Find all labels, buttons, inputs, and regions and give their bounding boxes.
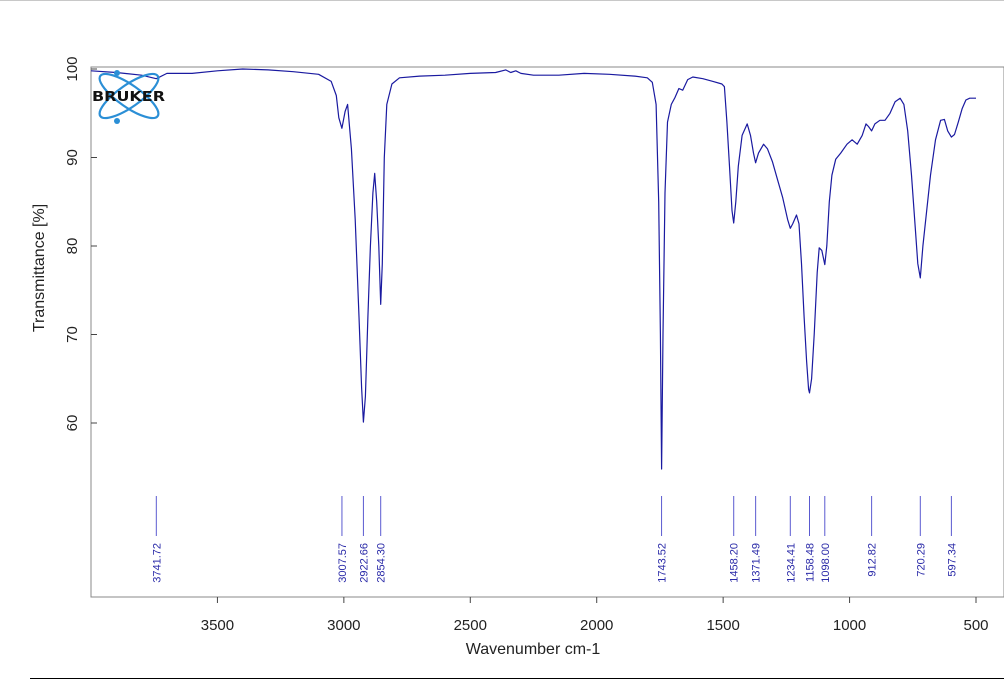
- peak-label: 1234.41: [785, 543, 797, 583]
- y-tick-label: 80: [64, 238, 81, 255]
- peak-label: 720.29: [915, 543, 927, 577]
- peak-label: 912.82: [867, 543, 879, 577]
- plot-frame: [90, 66, 1004, 598]
- peak-label: 2854.30: [376, 543, 388, 583]
- x-tick-label: 2500: [454, 617, 487, 634]
- peak-label: 597.34: [946, 543, 958, 577]
- x-axis: 3500 3000 2500 2000 1500 1000 500: [201, 597, 989, 634]
- x-tick-label: 3000: [327, 617, 360, 634]
- peak-markers: 3741.72 3007.57 2922.66 2854.30 1743.52 1458.…: [151, 496, 958, 583]
- peak-label: 1458.20: [729, 543, 741, 583]
- x-tick-label: 3500: [201, 617, 234, 634]
- peak-label: 1743.52: [657, 543, 669, 583]
- peak-label: 1098.00: [820, 543, 832, 583]
- x-tick-label: 2000: [580, 617, 613, 634]
- electron-dot-icon: [114, 118, 120, 124]
- peak-label: 3741.72: [151, 543, 163, 583]
- y-tick-label: 100: [64, 56, 81, 81]
- x-tick-label: 1000: [833, 617, 866, 634]
- y-tick-label: 70: [64, 326, 81, 343]
- logo-text: BRUKER: [92, 90, 165, 105]
- y-tick-label: 60: [64, 415, 81, 432]
- peak-label: 1371.49: [751, 543, 763, 583]
- y-axis-title: Transmittance [%]: [31, 204, 48, 332]
- atom-orbit-icon: [98, 72, 160, 120]
- peak-label: 3007.57: [337, 543, 349, 583]
- y-tick-label: 90: [64, 149, 81, 166]
- x-axis-title: Wavenumber cm-1: [466, 641, 601, 658]
- top-rule: [0, 0, 1004, 1]
- bruker-logo: BRUKER: [92, 70, 165, 124]
- y-axis: 100 90 80 70 60: [64, 56, 97, 431]
- peak-label: 1158.48: [804, 543, 816, 582]
- electron-dot-icon: [114, 70, 120, 76]
- x-tick-label: 1500: [706, 617, 739, 634]
- spectrum-line: [90, 68, 976, 470]
- x-tick-label: 500: [963, 617, 988, 634]
- peak-label: 2922.66: [358, 543, 370, 583]
- bottom-rule: [30, 678, 1004, 679]
